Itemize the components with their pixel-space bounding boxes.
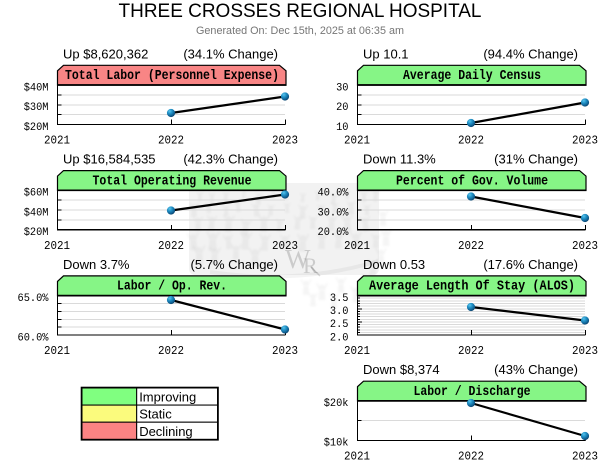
svg-text:2023: 2023 [572,344,598,358]
svg-text:Down 3.7%: Down 3.7% [63,257,130,272]
svg-text:30: 30 [336,82,348,94]
svg-text:2022: 2022 [158,344,184,358]
svg-text:Average Length Of Stay (ALOS): Average Length Of Stay (ALOS) [369,280,575,295]
svg-text:2.0: 2.0 [330,332,349,344]
svg-text:Total Operating Revenue: Total Operating Revenue [93,174,252,189]
svg-text:Declining: Declining [139,424,192,439]
svg-text:2022: 2022 [458,239,484,253]
svg-text:2.5: 2.5 [330,319,349,331]
svg-text:2023: 2023 [272,134,298,148]
svg-text:2022: 2022 [158,239,184,253]
svg-text:10: 10 [336,122,348,134]
svg-text:2021: 2021 [44,239,70,253]
svg-text:Labor / Op. Rev.: Labor / Op. Rev. [117,280,227,295]
svg-text:2023: 2023 [572,449,598,463]
svg-text:65.0%: 65.0% [18,293,49,305]
svg-text:(43% Change): (43% Change) [494,362,578,377]
svg-text:Improving: Improving [139,390,196,405]
svg-text:2023: 2023 [272,344,298,358]
svg-text:(31% Change): (31% Change) [494,152,578,167]
svg-text:(94.4% Change): (94.4% Change) [483,46,578,61]
svg-text:Total Labor (Personnel Expense: Total Labor (Personnel Expense) [65,69,279,84]
svg-text:40.0%: 40.0% [318,188,349,200]
svg-text:$20M: $20M [24,227,49,239]
svg-text:3.0: 3.0 [330,306,349,318]
svg-text:2021: 2021 [344,134,370,148]
svg-text:2022: 2022 [458,344,484,358]
svg-text:Labor / Discharge: Labor / Discharge [414,385,531,400]
svg-text:Static: Static [139,407,172,422]
svg-text:Up $16,584,535: Up $16,584,535 [63,152,156,167]
svg-text:20.0%: 20.0% [318,227,349,239]
svg-text:(42.3% Change): (42.3% Change) [183,152,278,167]
svg-text:Percent of Gov. Volume: Percent of Gov. Volume [396,174,548,189]
svg-text:Down 11.3%: Down 11.3% [363,152,436,167]
svg-text:$40M: $40M [24,82,49,94]
svg-text:2021: 2021 [44,134,70,148]
svg-text:Down 0.53: Down 0.53 [363,257,425,272]
svg-text:30.0%: 30.0% [318,207,349,219]
svg-text:W: W [285,244,311,274]
svg-text:2021: 2021 [344,344,370,358]
svg-text:Up $8,620,362: Up $8,620,362 [63,46,148,61]
svg-text:2023: 2023 [572,134,598,148]
svg-text:Down $8,374: Down $8,374 [363,362,440,377]
svg-text:2023: 2023 [572,239,598,253]
svg-text:2022: 2022 [458,134,484,148]
svg-text:$40M: $40M [24,207,49,219]
svg-text:THREE CROSSES REGIONAL HOSPITA: THREE CROSSES REGIONAL HOSPITAL [119,1,482,22]
svg-text:2021: 2021 [344,449,370,463]
svg-text:20: 20 [336,102,348,114]
svg-text:2022: 2022 [458,449,484,463]
svg-text:$20k: $20k [324,398,349,410]
svg-text:60.0%: 60.0% [18,332,49,344]
svg-text:R: R [303,253,318,278]
svg-text:$60M: $60M [24,188,49,200]
svg-text:2021: 2021 [344,239,370,253]
svg-text:Up 10.1: Up 10.1 [363,46,409,61]
svg-text:2021: 2021 [44,344,70,358]
svg-text:Generated On: Dec 15th, 2025 a: Generated On: Dec 15th, 2025 at 06:35 am [196,25,404,37]
svg-text:(17.6% Change): (17.6% Change) [483,257,578,272]
svg-text:2023: 2023 [272,239,298,253]
svg-text:2022: 2022 [158,134,184,148]
svg-text:(5.7% Change): (5.7% Change) [191,257,278,272]
svg-text:$10k: $10k [324,438,349,450]
svg-text:$20M: $20M [24,122,49,134]
svg-text:$30M: $30M [24,102,49,114]
svg-text:(34.1% Change): (34.1% Change) [183,46,278,61]
svg-text:3.5: 3.5 [330,293,349,305]
svg-text:Average Daily Census: Average Daily Census [403,69,541,84]
